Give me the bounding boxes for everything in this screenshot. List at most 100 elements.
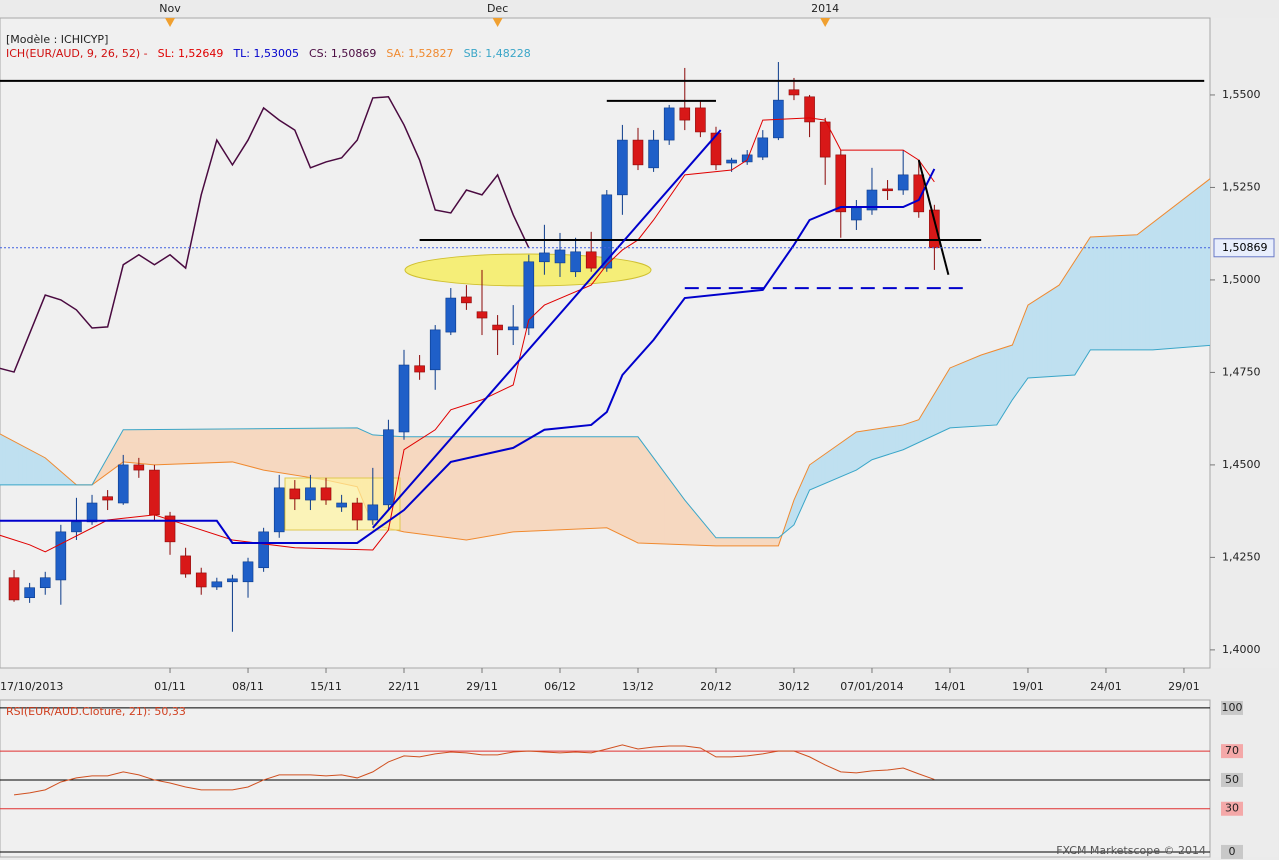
x-tick-label: 20/12 [700,680,732,693]
candle-body [180,555,191,575]
cloud-fill [25,447,30,486]
cloud-fill [969,357,974,427]
cloud-fill [980,353,986,427]
x-tick-label: 30/12 [778,680,810,693]
cloud-fill [1195,186,1200,347]
cloud-fill [232,428,237,464]
cloud-fill [419,436,424,535]
cloud-fill [146,429,151,465]
x-tick-label: 29/01 [1168,680,1200,693]
cloud-fill [1066,266,1072,376]
cloud-fill [555,436,561,531]
x-tick-label: 24/01 [1090,680,1122,693]
footer: FXCM Marketscope © 2014 [1056,844,1206,857]
cloud-fill [403,436,409,533]
cloud-fill [1093,236,1099,351]
cloud-fill [653,456,658,545]
candle-body [461,296,472,304]
cloud-fill [898,424,904,452]
drawn-line [917,159,950,275]
cloud-fill [458,436,463,540]
cloud-fill [727,537,732,547]
cloud-fill [949,365,955,429]
last-price-label: 1,50869 [1222,241,1268,254]
cloud-fill [204,428,210,464]
cloud-fill [189,428,194,464]
cloud-fill [298,428,303,477]
candle-body [585,251,597,269]
cloud-fill [477,436,483,539]
cloud-fill [750,537,756,547]
cloud-fill [661,467,666,545]
cloud-fill [906,421,912,449]
cloud-fill [996,348,1001,426]
cloud-fill [645,446,650,544]
candle-body [258,531,269,569]
cloud-fill [505,436,510,534]
cloud-fill [571,436,576,530]
x-tick-label: 14/01 [934,680,966,693]
cloud-fill [41,455,46,486]
cloud-fill [941,373,947,433]
cloud-fill [1117,235,1122,351]
cloud-fill [544,436,549,531]
indicator-label: ICH(EUR/AUD, 9, 26, 52) - [6,47,148,60]
cloud-fill [520,436,526,532]
cloud-fill [282,428,288,475]
cloud-fill [1203,180,1208,347]
candle-body [227,578,238,583]
cloud-fill [664,472,670,545]
cloud-fill [267,428,272,472]
cloud-fill [341,427,346,485]
cloud-fill [668,478,674,545]
cloud-fill [415,436,420,535]
cloud-fill [692,508,697,546]
cloud-fill [649,451,654,544]
indicator-line [0,178,1210,547]
cloud-fill [770,537,775,547]
cloud-fill [723,537,728,547]
cloud-fill [302,428,307,478]
x-tick-label: 19/01 [1012,680,1044,693]
cloud-fill [306,427,311,478]
cloud-fill [875,428,881,459]
price-axis-bg [1211,18,1278,668]
cloud-fill [200,428,206,464]
cloud-fill [251,428,257,469]
candle-body [897,174,909,191]
candle-body [882,188,893,192]
cloud-fill [887,426,892,456]
template-label: [Modèle : ICHICYP] [6,33,108,46]
cloud-fill [1164,210,1169,350]
rsi-plot-area [0,699,1211,858]
cloud-fill [871,428,877,461]
rsi-line [13,744,935,796]
cloud-fill [470,436,475,540]
cloud-fill [1039,294,1044,378]
cloud-fill [934,386,939,436]
cloud-fill [731,537,736,547]
cloud-fill [590,436,596,529]
cloud-fill [1101,235,1107,351]
cloud-fill [1148,222,1154,351]
cloud-fill [961,361,966,428]
cloud-fill [481,436,487,538]
top-tick-marker [492,18,503,27]
cloud-fill [325,427,331,482]
candle-body [55,531,67,581]
cloud-fill [473,436,479,539]
cloud-fill [856,431,861,471]
cloud-fill [485,436,491,537]
cloud-fill [891,425,896,454]
rsi-level-box [1221,772,1243,787]
cloud-fill [813,458,818,489]
rsi-title: RSI(EUR/AUD.Cloture, 21): 50,33 [6,705,186,718]
cloud-fill [547,436,553,531]
rsi-level-box [1221,801,1243,816]
cloud-fill [197,428,202,464]
candle-body [757,137,769,158]
cloud-fill [579,436,584,530]
cloud-fill [895,425,900,453]
cloud-fill [563,436,569,530]
candle-body [24,587,35,599]
